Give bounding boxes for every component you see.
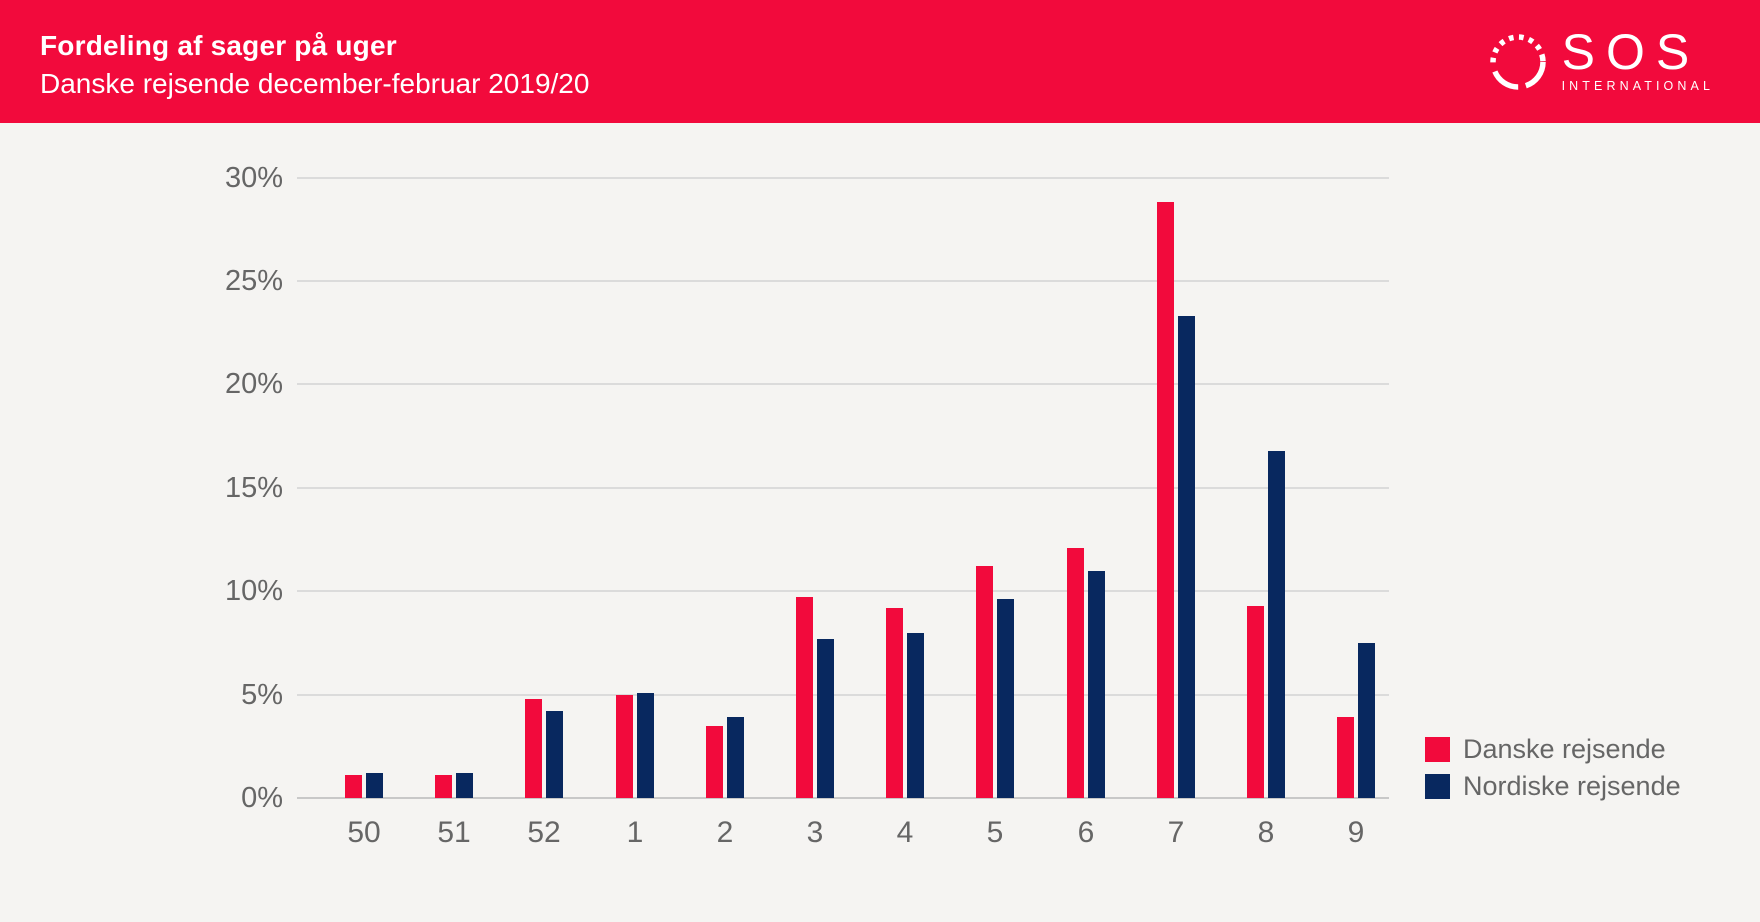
bar-danske-week-51 [435,775,452,798]
x-tick-label-2: 2 [716,816,734,849]
bar-danske-week-9 [1337,717,1354,798]
page-subtitle: Danske rejsende december-februar 2019/20 [40,68,590,99]
sos-logo-text: SOS [1561,24,1701,80]
legend-label-danske: Danske rejsende [1463,734,1666,764]
x-tick-label-50: 50 [347,816,381,849]
x-tick-label-51: 51 [437,816,471,849]
sos-logo-subtext: INTERNATIONAL [1561,79,1714,93]
y-tick-label-20: 20% [224,368,283,400]
bar-nordiske-week-5 [997,599,1014,798]
bar-danske-week-5 [976,566,993,798]
sos-logo: SOS INTERNATIONAL [1488,0,1710,123]
bar-danske-week-7 [1157,202,1174,798]
bar-nordiske-week-4 [907,633,924,798]
gridline-20 [297,383,1389,385]
sos-logo-textblock: SOS INTERNATIONAL [1561,24,1710,93]
page-title: Fordeling af sager på uger [40,30,397,61]
y-tick-label-0: 0% [241,782,283,814]
gridline-30 [297,177,1389,179]
y-tick-label-15: 15% [224,472,283,504]
chart-legend: Danske rejsende Nordiske rejsende [1425,734,1681,801]
x-tick-label-1: 1 [626,816,644,849]
x-tick-label-5: 5 [986,816,1004,849]
bar-danske-week-3 [796,597,813,798]
x-tick-label-52: 52 [527,816,561,849]
x-tick-label-4: 4 [896,816,914,849]
bar-danske-week-50 [345,775,362,798]
bar-nordiske-week-1 [637,693,654,798]
bar-nordiske-week-6 [1088,571,1105,798]
bar-nordiske-week-8 [1268,451,1285,798]
bar-nordiske-week-50 [366,773,383,798]
x-tick-label-7: 7 [1167,816,1185,849]
legend-label-nordiske: Nordiske rejsende [1463,771,1681,801]
bar-danske-week-2 [706,726,723,798]
sos-logo-circle-icon [1489,33,1546,90]
bar-danske-week-1 [616,695,633,798]
legend-swatch-danske-icon [1425,737,1450,762]
y-tick-label-5: 5% [241,679,283,711]
x-tick-label-8: 8 [1257,816,1275,849]
bar-danske-week-8 [1247,606,1264,798]
gridline-15 [297,487,1389,489]
bar-danske-week-4 [886,608,903,798]
bar-nordiske-week-9 [1358,643,1375,798]
y-tick-label-30: 30% [224,162,283,194]
x-tick-label-9: 9 [1347,816,1365,849]
bar-danske-week-6 [1067,548,1084,798]
header-banner: Fordeling af sager på uger Danske rejsen… [0,0,1760,123]
bar-nordiske-week-52 [546,711,563,798]
gridline-25 [297,280,1389,282]
legend-item-danske: Danske rejsende [1425,734,1681,764]
gridline-5 [297,694,1389,696]
legend-swatch-nordiske-icon [1425,774,1450,799]
bar-danske-week-52 [525,699,542,798]
legend-item-nordiske: Nordiske rejsende [1425,771,1681,801]
gridline-10 [297,590,1389,592]
bar-nordiske-week-2 [727,717,744,798]
y-tick-label-10: 10% [224,575,283,607]
x-tick-label-3: 3 [806,816,824,849]
x-axis-line [297,797,1389,799]
x-tick-label-6: 6 [1077,816,1095,849]
bar-nordiske-week-51 [456,773,473,798]
bar-nordiske-week-7 [1178,316,1195,798]
bar-nordiske-week-3 [817,639,834,798]
y-tick-label-25: 25% [224,265,283,297]
